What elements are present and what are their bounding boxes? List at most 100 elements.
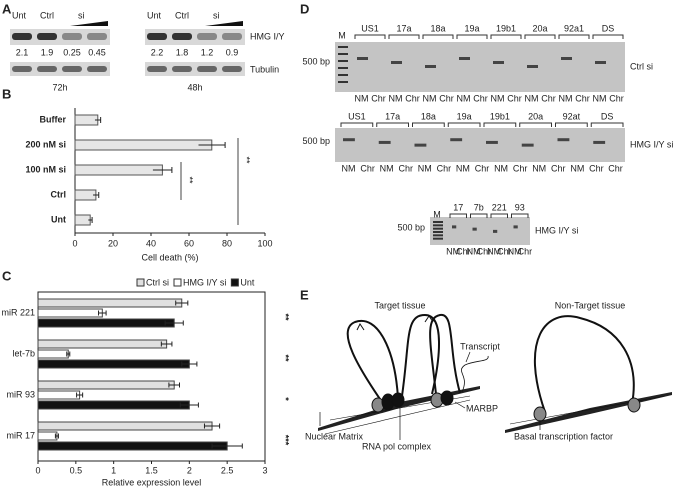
band <box>527 65 538 68</box>
group-label: 18a <box>421 111 436 121</box>
sublane-label: NM <box>532 163 546 173</box>
gradient-wedge <box>70 21 108 26</box>
sublane-label: Chr <box>437 163 452 173</box>
row-label: HMG I/Y <box>250 31 285 41</box>
legend-swatch <box>136 278 145 287</box>
row-label: Tubulin <box>250 64 279 74</box>
gel <box>430 217 530 245</box>
sublane-label: Chr <box>609 93 624 103</box>
lane-bracket <box>388 34 420 39</box>
group-label: 19a <box>457 111 472 121</box>
band <box>222 33 242 40</box>
band <box>450 138 463 142</box>
diagram-label: Basal transcription factor <box>514 431 613 441</box>
sublane-label: NM <box>491 93 505 103</box>
x-tick-label: 0 <box>72 238 77 248</box>
sublane-label: Chr <box>589 163 604 173</box>
group-label: 19b1 <box>496 23 516 33</box>
band-value: 0.9 <box>226 47 239 57</box>
sublane-label: NM <box>355 93 369 103</box>
ladder-band <box>338 81 348 83</box>
x-tick-label: 3 <box>262 465 267 475</box>
diagram-label: Target tissue <box>374 300 425 310</box>
sublane-label: NM <box>342 163 356 173</box>
x-tick-label: 2.5 <box>221 465 234 475</box>
significance: ** <box>185 176 195 184</box>
lane-bracket <box>490 34 522 39</box>
band <box>37 33 57 40</box>
band-value: 0.25 <box>63 47 81 57</box>
band <box>87 33 107 40</box>
bar <box>37 421 213 431</box>
band <box>378 140 391 144</box>
sublane-label: Chr <box>575 93 590 103</box>
band <box>472 227 477 231</box>
band <box>486 140 498 144</box>
gel <box>335 42 625 92</box>
sublane-label: Chr <box>360 163 375 173</box>
lane-bracket <box>412 122 445 127</box>
size-label: 500 bp <box>302 56 330 66</box>
sublane-label: NM <box>389 93 403 103</box>
lane-label: Ctrl <box>175 10 189 20</box>
group-label: 17a <box>385 111 400 121</box>
diagram-label: RNA pol complex <box>362 441 432 451</box>
band <box>147 33 167 40</box>
sublane-label: NM <box>525 93 539 103</box>
x-tick-label: 0 <box>35 465 40 475</box>
bar <box>74 139 213 151</box>
lane-label: Unt <box>147 10 162 20</box>
band-value: 1.9 <box>41 47 54 57</box>
lane-bracket <box>558 34 590 39</box>
ladder-band <box>433 227 443 230</box>
lane-label: si <box>78 10 85 20</box>
ladder-band <box>433 237 443 240</box>
significance: * <box>281 397 291 401</box>
band <box>459 57 470 60</box>
band <box>493 61 504 64</box>
x-tick-label: 20 <box>108 238 118 248</box>
significance: ** <box>281 313 291 321</box>
band-value: 2.2 <box>151 47 164 57</box>
diagram-shapes <box>318 313 672 440</box>
legend-swatch <box>173 278 182 287</box>
bar <box>74 164 163 176</box>
sublane-label: NM <box>457 93 471 103</box>
time-label: 48h <box>187 82 202 92</box>
lane-bracket <box>470 213 488 218</box>
bar <box>37 349 69 359</box>
gel <box>335 128 625 162</box>
ladder-band <box>433 234 443 237</box>
group-label: DS <box>602 23 615 33</box>
group-label: US1 <box>361 23 379 33</box>
lane-bracket <box>592 34 624 39</box>
band <box>37 66 57 72</box>
band <box>425 65 436 68</box>
group-label: 7b <box>474 202 484 212</box>
marker-label: M <box>433 209 441 219</box>
significance: *** <box>281 435 291 446</box>
band <box>222 66 242 72</box>
diagram-label: Non-Target tissue <box>555 300 626 310</box>
band <box>172 66 192 72</box>
x-tick-label: 1.5 <box>145 465 158 475</box>
y-tick-label: Ctrl <box>51 189 67 199</box>
ladder-band <box>338 60 348 62</box>
band <box>521 143 534 147</box>
lane-bracket <box>447 122 481 127</box>
sublane-label: NM <box>423 93 437 103</box>
band <box>593 140 606 144</box>
lane-bracket <box>524 34 556 39</box>
band <box>493 229 498 233</box>
x-tick-label: 80 <box>222 238 232 248</box>
x-axis-label: Cell death (%) <box>141 252 198 262</box>
blot <box>145 62 245 76</box>
x-tick-label: 2 <box>187 465 192 475</box>
sublane-label: Chr <box>456 246 471 256</box>
band <box>12 66 32 72</box>
group-label: 221 <box>492 202 507 212</box>
band <box>343 138 355 142</box>
group-label: 17 <box>453 202 463 212</box>
y-tick-label: miR 93 <box>6 389 35 399</box>
